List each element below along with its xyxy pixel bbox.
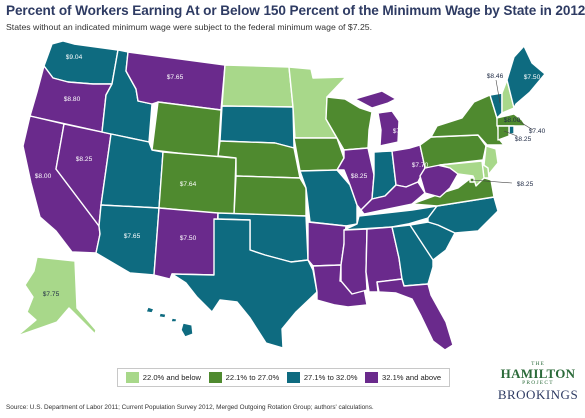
legend: 22.0% and below 22.1% to 27.0% 27.1% to … — [117, 368, 450, 387]
label-CA: $8.00 — [35, 173, 52, 180]
state-CO — [158, 151, 237, 216]
legend-swatch-cat3 — [286, 372, 300, 383]
label-AZ: $7.65 — [124, 233, 141, 240]
leader-lines — [471, 79, 534, 184]
label-AK: $7.75 — [43, 291, 60, 298]
label-CT: $8.25 — [515, 136, 532, 143]
label-VT: $8.46 — [487, 73, 504, 80]
legend-swatch-cat4 — [365, 372, 379, 383]
state-AR — [307, 221, 347, 267]
logo-line-the: THE — [531, 361, 545, 367]
logo-line-brookings: BROOKINGS — [497, 387, 579, 402]
logo-line-project: PROJECT — [522, 380, 554, 386]
state-IL — [336, 147, 375, 211]
legend-item-cat2: 22.1% to 27.0% — [208, 372, 280, 383]
legend-item-cat1: 22.0% and below — [125, 372, 202, 383]
state-AZ — [95, 204, 160, 276]
source-note: Source: U.S. Department of Labor 2011; C… — [6, 404, 374, 411]
label-OR: $8.80 — [64, 96, 81, 103]
state-WA — [43, 40, 119, 85]
label-NM: $7.50 — [180, 235, 197, 242]
state-KS — [233, 175, 307, 217]
us-state-map: $9.04 $8.80 $8.00 $8.25 $7.65 $7.65 $7.6… — [16, 40, 546, 351]
state-WY — [151, 101, 222, 159]
legend-label-cat3: 27.1% to 32.0% — [303, 373, 358, 382]
label-MI: $7.40 — [393, 128, 410, 135]
label-WA: $9.04 — [66, 54, 83, 61]
state-MI — [354, 90, 400, 147]
label-MT: $7.65 — [167, 74, 184, 81]
label-CO: $7.64 — [180, 181, 197, 188]
label-FL: $7.67 — [444, 309, 461, 316]
label-DC: $8.25 — [517, 181, 534, 188]
state-ND — [221, 64, 294, 108]
state-KY — [360, 181, 426, 215]
legend-label-cat1: 22.0% and below — [142, 373, 202, 382]
state-WI — [325, 96, 373, 151]
state-HI — [145, 306, 194, 338]
map-subtitle: States without an indicated minimum wage… — [6, 22, 373, 32]
label-OH: $7.70 — [412, 162, 429, 169]
state-MT — [125, 51, 226, 111]
legend-label-cat4: 32.1% and above — [382, 373, 442, 382]
state-AK — [16, 256, 97, 337]
label-NV: $8.25 — [76, 156, 93, 163]
state-ME — [506, 45, 546, 109]
label-RI: $7.40 — [529, 128, 546, 135]
map-title: Percent of Workers Earning At or Below 1… — [6, 3, 585, 18]
state-RI — [508, 125, 515, 135]
state-IA — [293, 137, 345, 172]
state-CT — [497, 125, 510, 141]
legend-swatch-cat1 — [125, 372, 139, 383]
state-FL — [376, 278, 454, 351]
legend-item-cat3: 27.1% to 32.0% — [286, 372, 358, 383]
label-IL: $8.25 — [351, 173, 368, 180]
legend-swatch-cat2 — [208, 372, 222, 383]
hamilton-brookings-logo: THE HAMILTON PROJECT BROOKINGS — [494, 361, 582, 413]
label-MA: $8.00 — [504, 117, 521, 124]
legend-item-cat4: 32.1% and above — [365, 372, 441, 383]
legend-label-cat2: 22.1% to 27.0% — [225, 373, 280, 382]
logo-line-hamilton: HAMILTON — [500, 366, 576, 381]
state-MA — [496, 113, 527, 127]
state-MS — [340, 228, 368, 295]
state-TX — [171, 218, 318, 349]
label-ME: $7.50 — [524, 74, 541, 81]
state-NM — [153, 207, 219, 280]
